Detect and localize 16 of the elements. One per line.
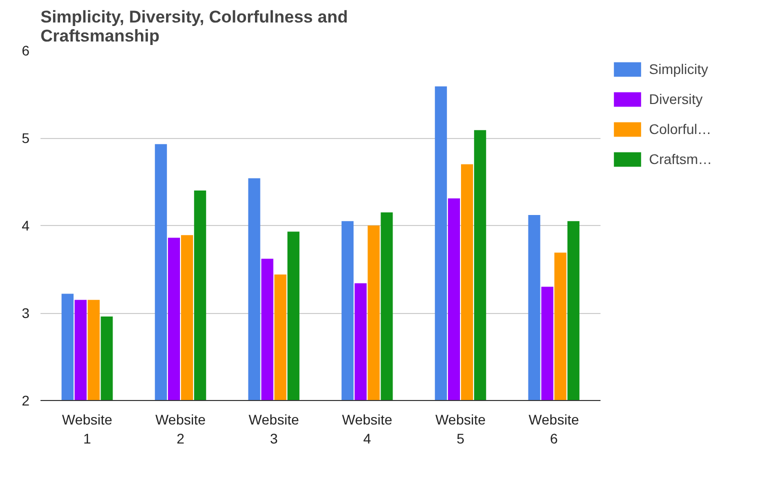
legend-label: Colorful…	[649, 121, 712, 137]
legend-label: Diversity	[649, 91, 703, 107]
y-tick-label: 5	[22, 130, 30, 146]
legend-label: Simplicity	[649, 61, 708, 77]
y-tick-label: 4	[22, 218, 30, 234]
legend-label: Craftsm…	[649, 151, 712, 167]
chart-title: Simplicity, Diversity, Colorfulness and Craftsmanship	[40, 8, 348, 46]
y-tick-label: 6	[22, 42, 30, 58]
x-tick-label: Website 5	[435, 412, 486, 447]
y-tick-label: 2	[22, 392, 30, 408]
x-tick-label: Website 1	[62, 412, 113, 447]
x-tick-label: Website 2	[155, 412, 206, 447]
y-tick-label: 3	[22, 305, 30, 321]
x-tick-label: Website 6	[528, 412, 580, 447]
x-tick-label: Website 3	[248, 412, 300, 447]
x-tick-label: Website 4	[342, 412, 393, 447]
